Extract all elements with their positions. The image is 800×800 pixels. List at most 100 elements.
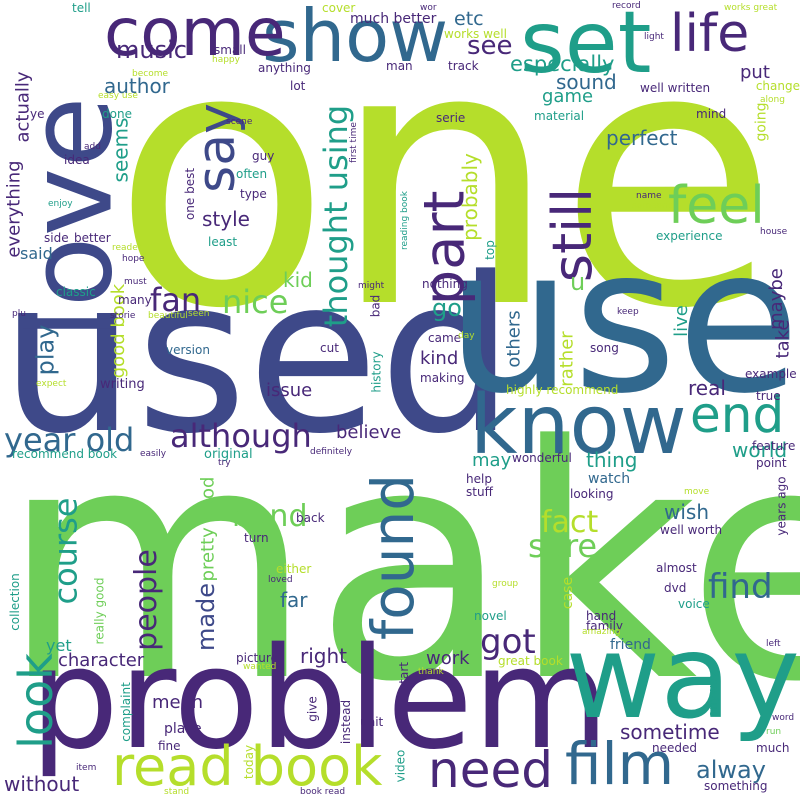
word-novel: novel — [474, 609, 507, 623]
word-amazing: amazing — [582, 627, 621, 637]
word-work: work — [426, 648, 470, 669]
word-back: back — [296, 511, 325, 525]
word-recommend-book: recommend book — [12, 447, 118, 461]
word-someone: someone — [632, 201, 674, 211]
word-video: video — [393, 749, 408, 783]
word-try: try — [218, 458, 231, 468]
word-thing: thing — [586, 448, 638, 472]
word-complaint: complaint — [118, 682, 133, 742]
word-instead: instead — [339, 699, 354, 745]
word-wish: wish — [664, 500, 710, 524]
word-nice: nice — [222, 283, 289, 321]
word-take: take — [772, 319, 794, 359]
word-writing: writing — [100, 377, 145, 392]
word-tell: tell — [72, 1, 91, 15]
word-fact: fact — [541, 505, 599, 540]
word-type: type — [240, 187, 267, 201]
word-often: often — [236, 167, 268, 181]
word-yet: yet — [46, 636, 72, 655]
word-one: one — [112, 0, 779, 387]
word-needed: needed — [652, 741, 697, 755]
word-hand: hand — [586, 609, 617, 623]
word-use: use — [445, 205, 800, 438]
word-well-written: well written — [640, 81, 711, 95]
word-although: although — [170, 417, 312, 455]
word-classic: classic — [56, 285, 96, 299]
word-feature: feature — [752, 439, 796, 453]
word-left: left — [766, 639, 781, 649]
word-become: become — [132, 69, 169, 79]
word-world: world — [732, 438, 788, 462]
word-today: today — [242, 744, 257, 780]
word-sure: sure — [528, 527, 598, 565]
word-music: music — [116, 36, 187, 64]
word-set: set — [520, 0, 652, 93]
word-game: game — [542, 86, 594, 107]
word-may: may — [472, 450, 512, 471]
word-turn: turn — [244, 531, 269, 545]
word-plu: plu — [12, 309, 26, 319]
word-perfect: perfect — [606, 126, 678, 150]
word-life: life — [670, 4, 750, 64]
word-change: change — [755, 79, 800, 93]
word-side: side — [44, 231, 69, 245]
word-sometime: sometime — [620, 720, 720, 744]
word-easily: easily — [140, 449, 167, 459]
word-case: case — [560, 576, 577, 610]
word-beautiful: beautiful — [148, 311, 188, 321]
word-made: made — [192, 582, 221, 652]
word-true: true — [756, 389, 781, 403]
word-book-read: book read — [300, 787, 346, 797]
word-easy-use: easy use — [98, 91, 138, 101]
word-fine: fine — [158, 739, 181, 753]
word-going: going — [753, 102, 770, 142]
word-family: family — [586, 619, 624, 633]
word-picture: picture — [236, 651, 278, 665]
word-come: come — [104, 0, 286, 71]
word-item: item — [76, 763, 97, 773]
word-storie: storie — [110, 311, 136, 321]
word-nothing: nothing — [422, 277, 468, 291]
word-collection: collection — [7, 573, 22, 631]
word-anything: anything — [258, 61, 311, 75]
word-character: character — [58, 650, 145, 671]
word-problem: problem — [30, 618, 610, 781]
word-scene: scene — [226, 117, 253, 127]
word-song: song — [590, 341, 619, 355]
word-author: author — [104, 74, 170, 98]
word-way: way — [565, 610, 800, 745]
word-add: add — [84, 142, 101, 152]
word-man: man — [386, 59, 413, 73]
word-fan: fan — [150, 281, 202, 319]
word-ye: ye — [30, 107, 45, 121]
word-name: name — [636, 191, 662, 201]
word-house: house — [760, 227, 788, 237]
word-especially: especially — [510, 52, 615, 76]
word-kind: kind — [420, 348, 459, 369]
word-probably: probably — [457, 153, 482, 241]
word-great-book: great book — [498, 654, 563, 668]
word-original: original — [204, 447, 253, 462]
word-right: right — [300, 644, 347, 668]
word-definitely: definitely — [310, 447, 353, 457]
word-point: point — [756, 456, 787, 470]
word-give: give — [305, 696, 320, 722]
word-experience: experience — [656, 229, 723, 243]
word-word: word — [772, 713, 795, 723]
word-end: end — [690, 386, 785, 444]
word-pretty-good: pretty good — [197, 476, 219, 582]
word-start: start — [396, 662, 411, 690]
word-etc: etc — [454, 8, 484, 30]
word-came: came — [428, 331, 462, 345]
word-either: either — [276, 562, 312, 576]
word-might: might — [358, 281, 385, 291]
word-believe: believe — [336, 422, 402, 443]
word-day: day — [458, 331, 475, 341]
word-bad: bad — [368, 294, 383, 318]
word-move: move — [684, 487, 710, 497]
word-thank: thank — [418, 667, 444, 677]
word-everything: everything — [3, 160, 25, 258]
word-really-good: really good — [92, 577, 107, 645]
word-issue: issue — [266, 380, 313, 401]
